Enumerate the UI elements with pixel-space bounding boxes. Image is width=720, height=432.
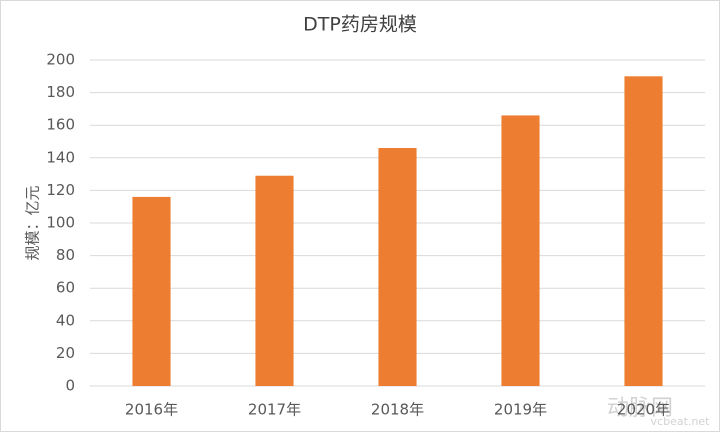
x-tick-label: 2018年	[371, 401, 424, 419]
y-tick-label: 100	[46, 214, 75, 232]
y-tick-label: 0	[65, 377, 75, 395]
y-tick-label: 40	[56, 311, 75, 329]
x-tick-label: 2020年	[617, 401, 670, 419]
y-tick-label: 140	[46, 148, 75, 166]
bar	[255, 175, 294, 386]
x-tick-label: 2019年	[494, 401, 547, 419]
bar	[501, 115, 540, 387]
x-tick-label: 2016年	[125, 401, 178, 419]
y-tick-label: 120	[46, 181, 75, 199]
y-tick-label: 200	[46, 51, 75, 69]
y-tick-label: 180	[46, 83, 75, 101]
bar	[132, 196, 171, 386]
x-tick-label: 2017年	[248, 401, 301, 419]
y-tick-label: 60	[56, 279, 75, 297]
bar	[624, 76, 663, 387]
chart-title: DTP药房规模	[303, 14, 417, 36]
y-tick-label: 160	[46, 116, 75, 134]
bar	[378, 148, 417, 386]
watermark: vcbeat.net	[651, 415, 711, 428]
y-tick-label: 80	[56, 246, 75, 264]
watermark: 动脉网	[607, 396, 673, 421]
y-axis-label: 规模：亿元	[24, 185, 42, 260]
y-tick-label: 20	[56, 344, 75, 362]
